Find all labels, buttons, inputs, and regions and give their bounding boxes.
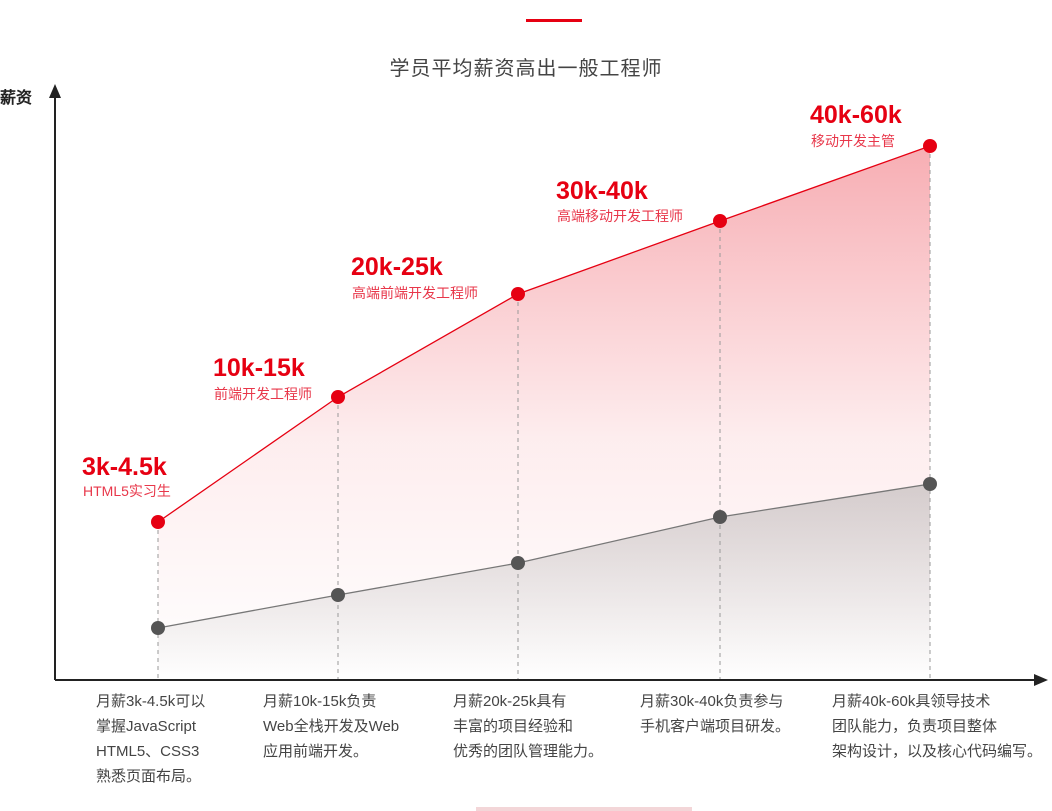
description-line: 月薪10k-15k负责 xyxy=(263,693,377,710)
description-line: 月薪3k-4.5k可以 xyxy=(96,693,206,710)
description-line: 月薪30k-40k负责参与 xyxy=(640,693,784,710)
description-line: 团队能力，负责项目整体 xyxy=(832,718,998,735)
salary-label: 30k-40k xyxy=(556,177,648,205)
description-line: 优秀的团队管理能力。 xyxy=(453,743,604,760)
level-description: 月薪10k-15k负责 Web全栈开发及Web 应用前端开发。 xyxy=(263,689,399,764)
y-axis-label: 薪资 xyxy=(0,90,33,107)
role-label: 前端开发工程师 xyxy=(214,386,312,402)
red-data-point xyxy=(713,214,727,228)
salary-label: 10k-15k xyxy=(213,354,305,382)
gray-data-point xyxy=(511,556,525,570)
gray-data-point xyxy=(151,621,165,635)
y-axis-arrow xyxy=(49,84,61,98)
description-line: HTML5、CSS3 xyxy=(96,743,200,760)
title-accent-bar xyxy=(526,19,582,22)
salary-label: 20k-25k xyxy=(351,253,443,281)
description-line: 手机客户端项目研发。 xyxy=(640,718,791,735)
gray-data-point xyxy=(331,588,345,602)
gray-data-point xyxy=(713,510,727,524)
role-label: 移动开发主管 xyxy=(811,133,895,149)
description-line: 丰富的项目经验和 xyxy=(453,718,574,735)
level-description: 月薪30k-40k负责参与 手机客户端项目研发。 xyxy=(640,689,790,739)
role-label: 高端移动开发工程师 xyxy=(557,208,683,224)
description-line: Web全栈开发及Web xyxy=(263,718,400,735)
salary-label: 3k-4.5k xyxy=(82,453,167,481)
red-data-point xyxy=(923,139,937,153)
role-label: HTML5实习生 xyxy=(83,483,171,499)
description-line: 掌握JavaScript xyxy=(96,718,197,735)
x-axis-arrow xyxy=(1034,674,1048,686)
chart-title: 学员平均薪资高出一般工程师 xyxy=(389,58,663,80)
role-label: 高端前端开发工程师 xyxy=(352,285,478,301)
level-description: 月薪40k-60k具领导技术 团队能力，负责项目整体架构设计，以及核心代码编写。 xyxy=(832,689,1042,764)
bottom-accent-bar xyxy=(476,807,692,811)
gray-data-point xyxy=(923,477,937,491)
gray-series-area xyxy=(158,484,930,680)
description-line: 熟悉页面布局。 xyxy=(96,768,202,785)
salary-label: 40k-60k xyxy=(810,101,902,129)
red-data-point xyxy=(331,390,345,404)
description-line: 月薪40k-60k具领导技术 xyxy=(832,693,991,710)
red-data-point xyxy=(151,515,165,529)
red-data-point xyxy=(511,287,525,301)
description-line: 月薪20k-25k具有 xyxy=(453,693,567,710)
description-line: 应用前端开发。 xyxy=(263,743,369,760)
level-description: 月薪20k-25k具有 丰富的项目经验和优秀的团队管理能力。 xyxy=(453,689,603,764)
description-line: 架构设计，以及核心代码编写。 xyxy=(832,743,1043,760)
level-description: 月薪3k-4.5k可以 掌握JavaScript HTML5、CSS3 熟悉页面布局。 xyxy=(96,689,205,789)
